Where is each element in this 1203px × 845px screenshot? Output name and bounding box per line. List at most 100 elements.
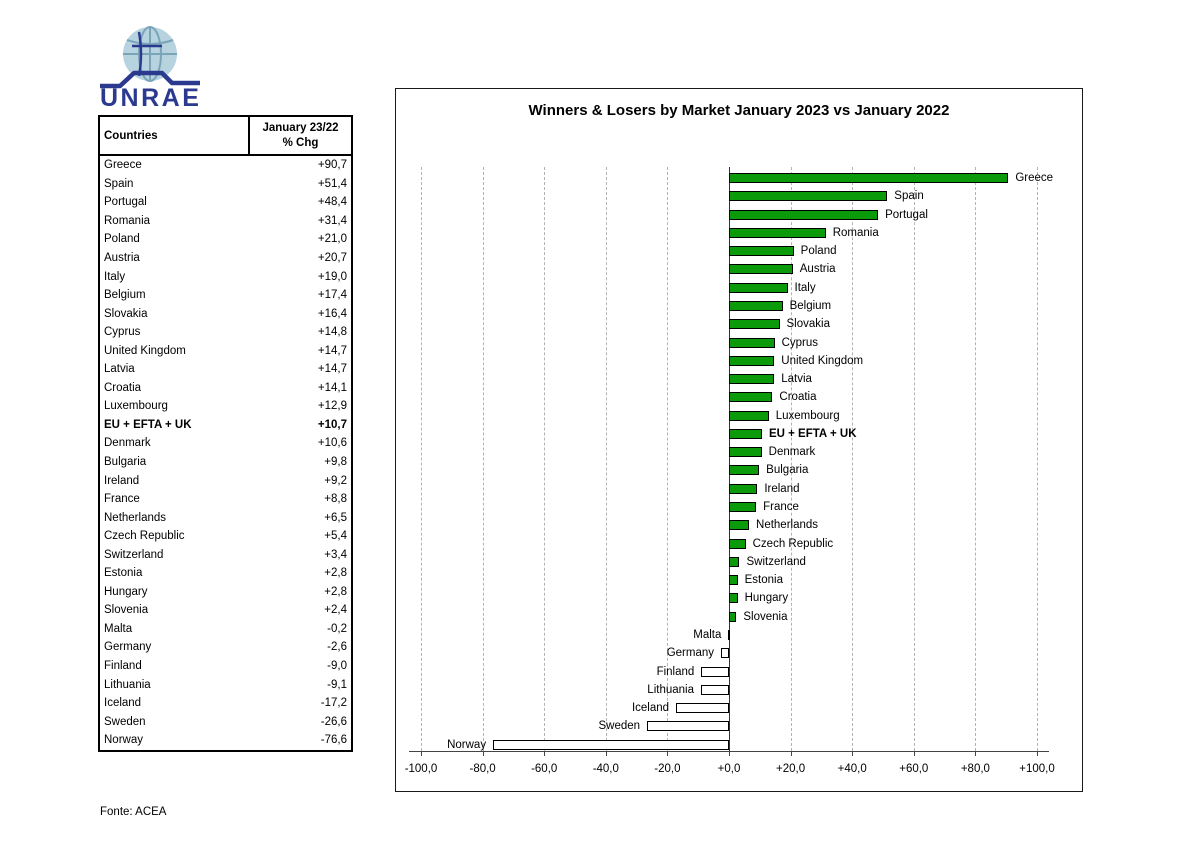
country-cell: EU + EFTA + UK bbox=[104, 418, 192, 431]
bar-label: Austria bbox=[799, 263, 836, 276]
country-cell: Slovenia bbox=[104, 604, 149, 617]
bar-label: Belgium bbox=[789, 299, 832, 312]
value-cell: -9,0 bbox=[327, 660, 347, 673]
value-cell: +9,2 bbox=[324, 474, 347, 487]
bar bbox=[729, 191, 888, 202]
bar-label: Germany bbox=[666, 647, 714, 660]
bar bbox=[493, 739, 729, 750]
table-row: Spain +51,4 bbox=[100, 175, 351, 194]
gridline bbox=[913, 167, 915, 751]
table-row: Iceland -17,2 bbox=[100, 694, 351, 713]
table-header: Countries January 23/22 % Chg bbox=[100, 117, 351, 156]
country-cell: Slovakia bbox=[104, 307, 148, 320]
bar-label: Iceland bbox=[631, 702, 670, 715]
x-tick bbox=[482, 751, 484, 756]
x-tick-label: -60,0 bbox=[531, 763, 558, 775]
bar bbox=[729, 227, 826, 238]
x-tick-label: +100,0 bbox=[1019, 763, 1055, 775]
x-tick bbox=[852, 751, 854, 756]
value-cell: -9,1 bbox=[327, 678, 347, 691]
table-row: Slovenia +2,4 bbox=[100, 601, 351, 620]
bar bbox=[729, 355, 775, 366]
gridline bbox=[1037, 167, 1038, 751]
bar bbox=[729, 465, 760, 476]
table-row: Bulgaria +9,8 bbox=[100, 453, 351, 472]
value-cell: -76,6 bbox=[320, 734, 347, 747]
bar-label: Portugal bbox=[885, 208, 928, 221]
bar-label: Croatia bbox=[779, 391, 817, 404]
bar-label: Finland bbox=[656, 665, 695, 678]
table-header-value-line1: January 23/22 bbox=[262, 121, 339, 134]
table-row: Slovakia +16,4 bbox=[100, 304, 351, 323]
table-row: Belgium +17,4 bbox=[100, 286, 351, 305]
bar-label: Latvia bbox=[781, 373, 812, 386]
country-cell: Belgium bbox=[104, 289, 146, 302]
value-cell: +14,7 bbox=[317, 363, 347, 376]
value-cell: +5,4 bbox=[324, 530, 347, 543]
table-row: Malta -0,2 bbox=[100, 620, 351, 639]
car-silhouette-icon bbox=[100, 70, 200, 89]
value-cell: +14,7 bbox=[317, 344, 347, 357]
bar bbox=[729, 447, 762, 458]
value-cell: +10,7 bbox=[317, 418, 347, 431]
bar-label: Netherlands bbox=[756, 519, 819, 532]
table-row: France +8,8 bbox=[100, 490, 351, 509]
value-cell: +31,4 bbox=[317, 214, 347, 227]
value-cell: +51,4 bbox=[317, 177, 347, 190]
x-tick-label: -20,0 bbox=[654, 763, 681, 775]
bar bbox=[701, 666, 729, 677]
bar bbox=[729, 392, 773, 403]
bar bbox=[728, 630, 731, 640]
x-tick bbox=[421, 751, 422, 756]
table-row: Cyprus +14,8 bbox=[100, 323, 351, 342]
bar-label: Bulgaria bbox=[766, 464, 809, 477]
bar-label: Luxembourg bbox=[775, 409, 840, 422]
bar bbox=[729, 264, 793, 275]
bar-label: France bbox=[763, 501, 799, 514]
bar-label: Greece bbox=[1015, 172, 1054, 184]
country-cell: Greece bbox=[104, 159, 142, 172]
bar bbox=[729, 300, 783, 311]
table-row: EU + EFTA + UK +10,7 bbox=[100, 416, 351, 435]
bar bbox=[647, 721, 729, 732]
bar-label: United Kingdom bbox=[781, 354, 864, 367]
value-cell: -0,2 bbox=[327, 622, 347, 635]
value-cell: -2,6 bbox=[327, 641, 347, 654]
value-cell: +8,8 bbox=[324, 493, 347, 506]
gridline bbox=[975, 167, 977, 751]
table-header-value: January 23/22 % Chg bbox=[250, 117, 351, 154]
table-row: Denmark +10,6 bbox=[100, 434, 351, 453]
value-cell: +12,9 bbox=[317, 400, 347, 413]
x-tick bbox=[544, 751, 546, 756]
logo-text: UNRAE bbox=[100, 84, 201, 110]
bar bbox=[729, 538, 746, 549]
x-tick-label: +60,0 bbox=[899, 763, 929, 775]
value-cell: +17,4 bbox=[317, 289, 347, 302]
gridline bbox=[421, 167, 422, 751]
bar-label: Romania bbox=[832, 226, 879, 239]
table-row: Netherlands +6,5 bbox=[100, 508, 351, 527]
table-row: Italy +19,0 bbox=[100, 267, 351, 286]
bar bbox=[729, 374, 775, 385]
country-cell: Norway bbox=[104, 734, 143, 747]
gridline bbox=[482, 167, 484, 751]
bar bbox=[729, 209, 879, 220]
x-tick bbox=[667, 751, 669, 756]
table-header-value-line2: % Chg bbox=[282, 136, 319, 149]
bar bbox=[729, 593, 738, 604]
bar-label: Hungary bbox=[744, 592, 789, 605]
bar-label: Czech Republic bbox=[752, 537, 834, 550]
bar-label: Slovakia bbox=[786, 318, 830, 331]
x-tick-label: +80,0 bbox=[960, 763, 990, 775]
bar-label: Denmark bbox=[768, 446, 816, 459]
bar-label: EU + EFTA + UK bbox=[768, 427, 857, 440]
x-tick bbox=[1037, 751, 1038, 756]
country-cell: Netherlands bbox=[104, 511, 167, 524]
table-row: Portugal +48,4 bbox=[100, 193, 351, 212]
table-row: Romania +31,4 bbox=[100, 212, 351, 231]
gridline bbox=[605, 167, 607, 751]
country-cell: Bulgaria bbox=[104, 456, 147, 469]
bar-label: Malta bbox=[693, 629, 722, 641]
bar bbox=[729, 319, 780, 330]
